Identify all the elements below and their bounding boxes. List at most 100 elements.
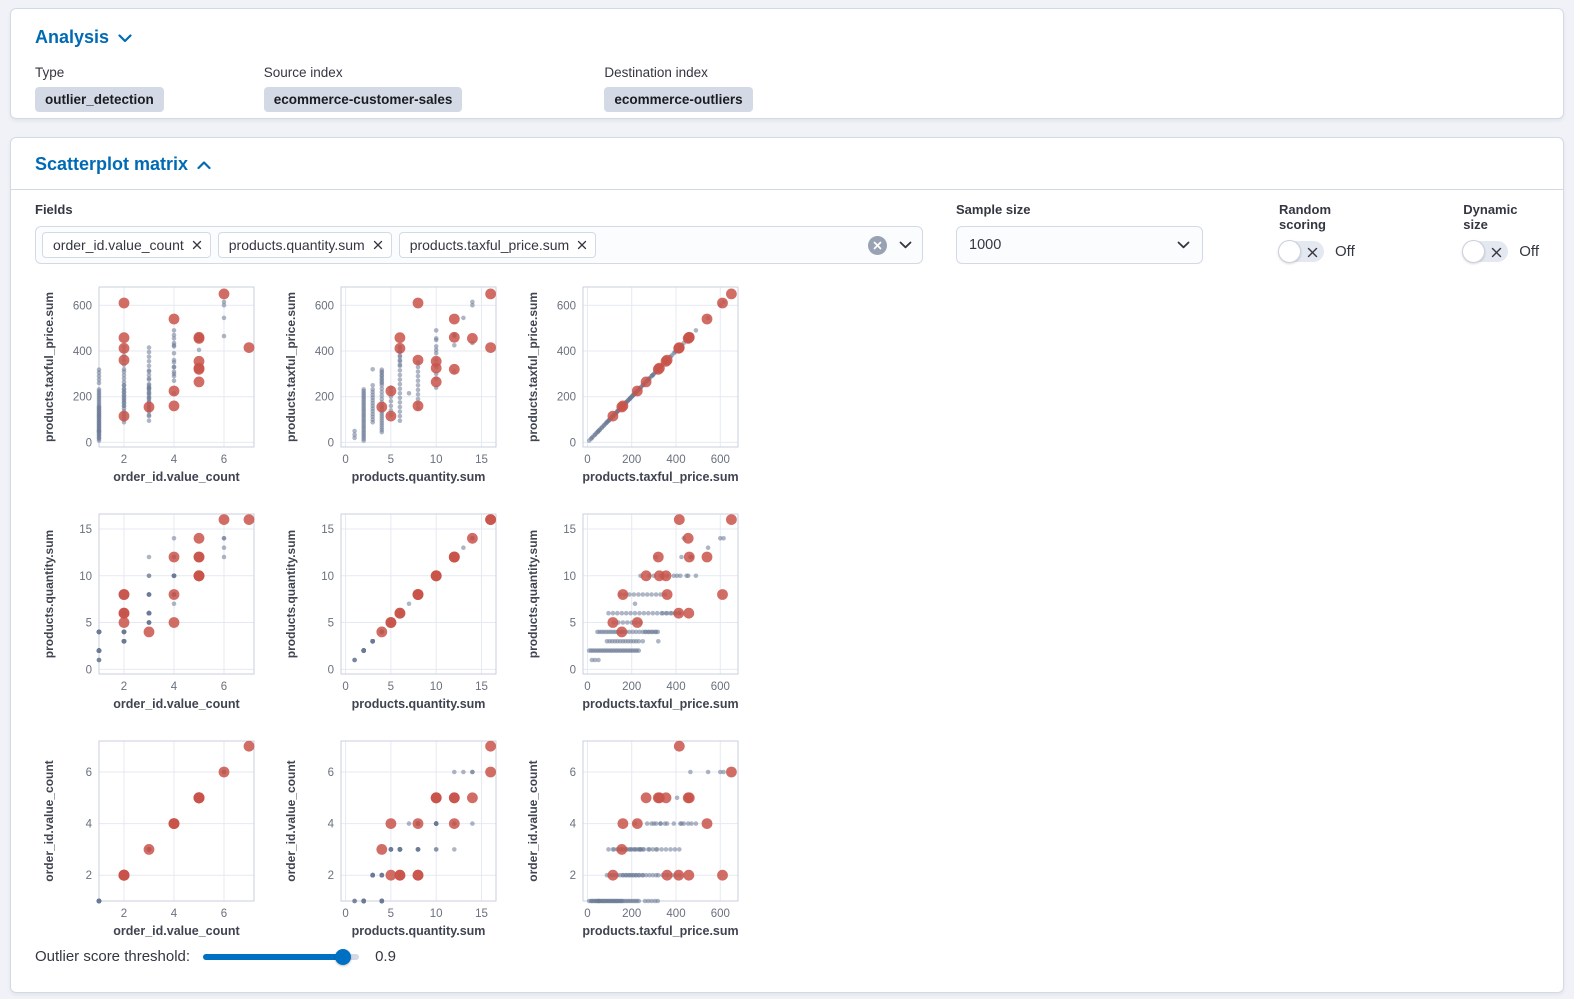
svg-text:2: 2 (121, 908, 127, 920)
svg-text:products.taxful_price.sum: products.taxful_price.sum (582, 697, 738, 711)
sample-size-select[interactable]: 1000 (956, 226, 1203, 264)
random-scoring-control: Random scoring Off (1278, 202, 1367, 263)
scatterplot-grid: 0 200 400 600 2 4 6 products.taxful_price.sum or… (39, 279, 1539, 939)
svg-text:products.taxful_price.sum: products.taxful_price.sum (526, 292, 540, 442)
fields-control: Fields order_id.value_count products.quan… (35, 202, 923, 264)
svg-text:0: 0 (86, 437, 92, 449)
scatter-panel-products.taxful_price.sum-vs-products.quantity.sum[interactable]: 0 200 400 600 0 5 10 15 products.taxful_price.su… (281, 279, 503, 485)
outlier-threshold-slider[interactable] (203, 948, 360, 965)
scatter-panel-order_id.value_count-vs-order_id.value_count[interactable]: 2 4 6 2 4 6 order_id.value_count order_id.value… (39, 733, 261, 939)
svg-text:200: 200 (557, 392, 576, 404)
svg-text:order_id.value_count: order_id.value_count (526, 760, 540, 881)
random-scoring-toggle[interactable] (1278, 240, 1324, 263)
scatter-panel-products.quantity.sum-vs-order_id.value_count[interactable]: 0 5 10 15 2 4 6 products.quantity.sum order_id.v… (39, 506, 261, 712)
svg-text:2: 2 (121, 454, 127, 466)
svg-text:15: 15 (79, 524, 92, 536)
field-pill-label: order_id.value_count (53, 237, 184, 253)
svg-text:400: 400 (666, 454, 685, 466)
svg-text:600: 600 (557, 300, 576, 312)
svg-text:15: 15 (475, 454, 488, 466)
toggle-knob (1462, 240, 1486, 263)
dynamic-size-toggle[interactable] (1462, 240, 1509, 263)
random-scoring-state: Off (1335, 243, 1355, 260)
svg-text:10: 10 (430, 908, 443, 920)
fields-combobox[interactable]: order_id.value_count products.quantity.su… (35, 226, 923, 264)
svg-text:2: 2 (121, 681, 127, 693)
field-pill[interactable]: products.taxful_price.sum (398, 232, 597, 258)
svg-text:products.quantity.sum: products.quantity.sum (526, 530, 540, 658)
svg-text:4: 4 (171, 681, 178, 693)
scatterplot-accordion-toggle[interactable]: Scatterplot matrix (35, 154, 211, 175)
svg-text:4: 4 (86, 819, 93, 831)
svg-text:4: 4 (171, 908, 178, 920)
toggle-knob (1278, 240, 1301, 263)
svg-text:0: 0 (584, 908, 590, 920)
svg-text:0: 0 (328, 664, 334, 676)
svg-text:0: 0 (570, 437, 576, 449)
descriptor-label: Type (35, 65, 65, 80)
svg-text:400: 400 (315, 346, 334, 358)
dynamic-size-label: Dynamic size (1463, 202, 1518, 232)
analysis-accordion-toggle[interactable]: Analysis (35, 27, 132, 48)
svg-text:products.quantity.sum: products.quantity.sum (352, 924, 486, 938)
remove-field-icon[interactable] (373, 240, 383, 250)
svg-text:2: 2 (328, 870, 334, 882)
combobox-chevron-down-icon[interactable] (899, 236, 912, 254)
scatter-panel-products.taxful_price.sum-vs-order_id.value_count[interactable]: 0 200 400 600 2 4 6 products.taxful_price.sum or… (39, 279, 261, 485)
svg-text:0: 0 (342, 908, 348, 920)
sample-size-label: Sample size (956, 202, 1031, 217)
field-pill[interactable]: order_id.value_count (42, 232, 211, 258)
svg-text:2: 2 (570, 870, 576, 882)
scatter-panel-products.quantity.sum-vs-products.quantity.sum[interactable]: 0 5 10 15 0 5 10 15 products.quantity.sum product… (281, 506, 503, 712)
svg-text:10: 10 (321, 571, 334, 583)
svg-text:products.quantity.sum: products.quantity.sum (352, 697, 486, 711)
descriptor-type: Type outlier_detection (35, 65, 164, 112)
fields-pill-list: order_id.value_count products.quantity.su… (42, 232, 868, 258)
toggle-cross-icon (1491, 245, 1502, 263)
sample-size-value: 1000 (969, 237, 1002, 253)
svg-text:200: 200 (622, 908, 641, 920)
svg-text:products.quantity.sum: products.quantity.sum (42, 530, 56, 658)
svg-text:4: 4 (171, 454, 178, 466)
svg-text:0: 0 (570, 664, 576, 676)
svg-text:products.quantity.sum: products.quantity.sum (284, 530, 298, 658)
svg-text:200: 200 (622, 454, 641, 466)
chevron-up-icon (197, 154, 211, 175)
descriptor-label: Source index (263, 65, 343, 80)
fields-label: Fields (35, 202, 73, 217)
descriptor-value-badge: ecommerce-customer-sales (263, 87, 463, 112)
scatterplot-matrix-panel: Scatterplot matrix Fields order_id.value… (10, 137, 1564, 993)
svg-text:400: 400 (666, 681, 685, 693)
svg-text:15: 15 (475, 681, 488, 693)
analysis-panel: Analysis Type outlier_detection Source ind… (10, 8, 1564, 119)
svg-text:15: 15 (321, 524, 334, 536)
scatter-panel-products.quantity.sum-vs-products.taxful_price.sum[interactable]: 0 5 10 15 0 200 400 600 products.quantity.sum pro… (523, 506, 745, 712)
svg-text:600: 600 (73, 300, 92, 312)
slider-handle[interactable] (335, 948, 352, 965)
scatter-panel-order_id.value_count-vs-products.taxful_price.sum[interactable]: 2 4 6 0 200 400 600 order_id.value_count product… (523, 733, 745, 939)
svg-text:6: 6 (221, 454, 227, 466)
svg-text:15: 15 (563, 524, 576, 536)
descriptor-value-badge: ecommerce-outliers (604, 87, 753, 112)
svg-text:6: 6 (328, 767, 334, 779)
dynamic-size-control: Dynamic size Off (1462, 202, 1539, 263)
svg-text:600: 600 (711, 681, 730, 693)
svg-text:0: 0 (584, 454, 590, 466)
field-pill[interactable]: products.quantity.sum (217, 232, 392, 258)
scatter-panel-order_id.value_count-vs-products.quantity.sum[interactable]: 2 4 6 0 5 10 15 order_id.value_count products.qu… (281, 733, 503, 939)
svg-text:10: 10 (430, 681, 443, 693)
svg-text:5: 5 (570, 618, 576, 630)
outlier-threshold-value: 0.9 (375, 948, 396, 965)
svg-text:products.quantity.sum: products.quantity.sum (352, 470, 486, 484)
clear-all-fields-button[interactable] (868, 235, 887, 255)
svg-text:6: 6 (570, 767, 576, 779)
remove-field-icon[interactable] (577, 240, 587, 250)
scatter-panel-products.taxful_price.sum-vs-products.taxful_price.sum[interactable]: 0 200 400 600 0 200 400 600 products.taxful_pric… (523, 279, 745, 485)
remove-field-icon[interactable] (192, 240, 202, 250)
outlier-threshold-label: Outlier score threshold: (35, 948, 191, 965)
svg-text:600: 600 (315, 300, 334, 312)
svg-text:0: 0 (342, 681, 348, 693)
slider-fill (203, 953, 344, 960)
svg-text:10: 10 (563, 571, 576, 583)
descriptor-source-index: Source index ecommerce-customer-sales (263, 65, 463, 112)
